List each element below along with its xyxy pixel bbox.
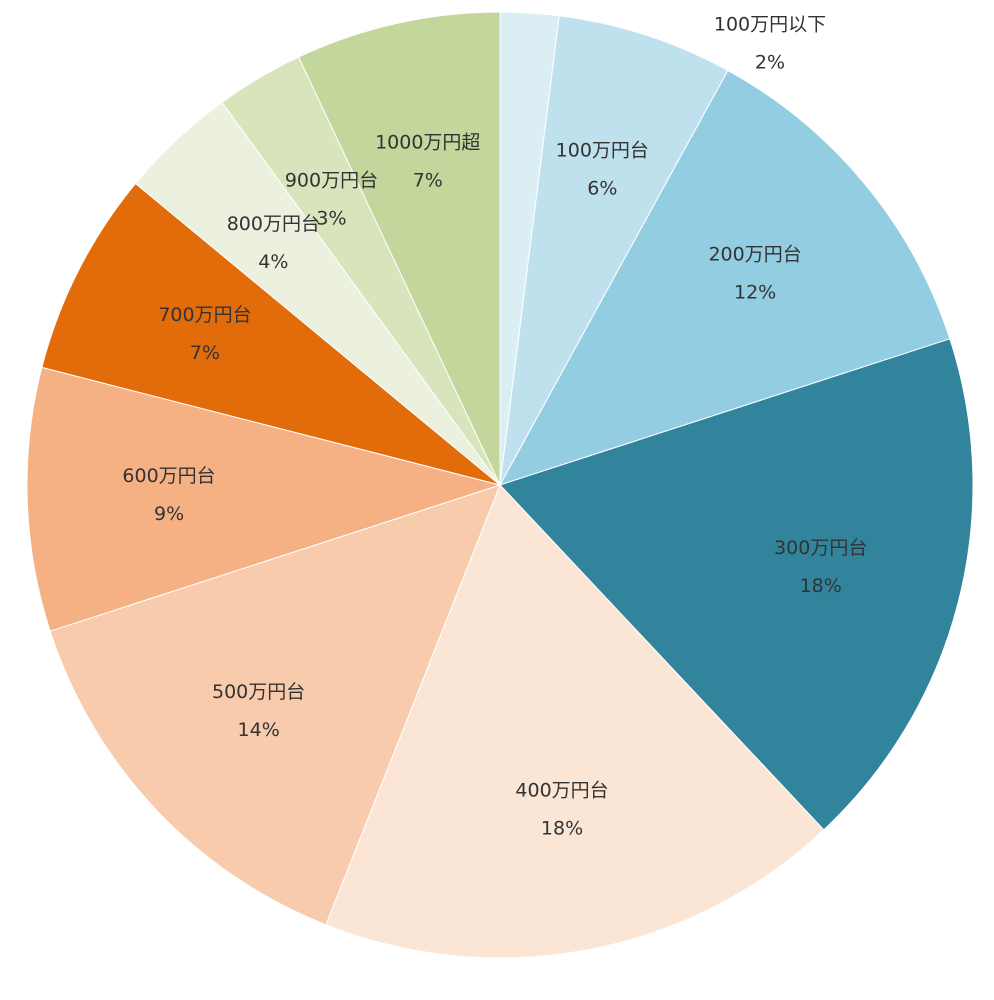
slice-label: 300万円台 <box>774 537 867 559</box>
slice-label: 400万円台 <box>515 780 608 802</box>
slice-value-label: 18% <box>800 575 842 597</box>
slice-value-label: 14% <box>238 719 280 741</box>
slice-label: 600万円台 <box>122 465 215 487</box>
pie-slice <box>41 182 501 486</box>
pie-slice <box>499 15 729 486</box>
slice-label: 1000万円超 <box>375 131 480 153</box>
pie-slice <box>297 11 501 486</box>
slice-label: 500万円台 <box>212 681 305 703</box>
slice-value-label: 3% <box>316 208 346 230</box>
slice-value-label: 9% <box>154 503 184 525</box>
slice-value-label: 7% <box>190 342 220 364</box>
slice-label: 800万円台 <box>227 213 320 235</box>
slice-value-label: 12% <box>734 281 776 303</box>
slice-value-label: 7% <box>413 169 443 191</box>
slice-value-label: 2% <box>755 52 785 74</box>
slice-label: 700万円台 <box>158 304 251 326</box>
slice-label: 200万円台 <box>708 243 801 265</box>
pie-slice <box>498 69 951 486</box>
slice-value-label: 4% <box>258 251 288 273</box>
slice-value-label: 18% <box>541 818 583 840</box>
pie-slice <box>26 366 502 632</box>
slice-value-label: 6% <box>587 178 617 200</box>
slice-label: 100万円以下 <box>714 14 826 36</box>
pie-slice <box>499 338 974 831</box>
slice-label: 100万円台 <box>556 140 649 162</box>
slice-label: 900万円台 <box>285 170 378 192</box>
pie-slice <box>325 484 825 959</box>
